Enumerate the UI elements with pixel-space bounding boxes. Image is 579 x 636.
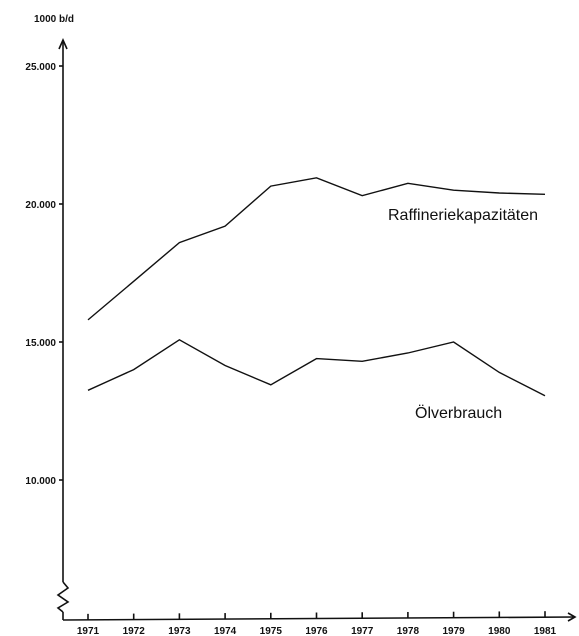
x-axis-ticks: 1971 1972 1973 1974 1975 1976 1977 1978 1979 1980… <box>77 611 557 636</box>
series-label-oelverbrauch: Ölverbrauch <box>415 404 502 422</box>
x-tick-label-0: 1971 <box>77 626 100 636</box>
y-tick-label-0: 10.000 <box>25 476 56 487</box>
y-tick-label-3: 25.000 <box>25 62 56 73</box>
x-tick-label-6: 1977 <box>351 626 374 636</box>
chart-axes <box>56 38 577 622</box>
y-tick-label-2: 20.000 <box>25 200 56 211</box>
y-axis-break-mark <box>56 581 70 613</box>
x-tick-label-10: 1981 <box>534 626 557 636</box>
series-lines <box>87 177 546 397</box>
y-tick-label-1: 15.000 <box>25 338 56 349</box>
x-axis-arrow <box>567 612 577 622</box>
series-line-1 <box>87 338 546 397</box>
x-tick-label-1: 1972 <box>123 626 146 636</box>
series-line-0 <box>87 177 546 321</box>
x-tick-label-5: 1976 <box>305 626 328 636</box>
x-tick-label-9: 1980 <box>488 626 511 636</box>
y-axis-ticks: 10.000 15.000 20.000 25.000 <box>25 62 63 487</box>
x-tick-label-3: 1974 <box>214 626 237 636</box>
series-label-raffineriekapazitaeten: Raffineriekapazitäten <box>388 207 538 224</box>
y-axis-arrow <box>58 38 68 50</box>
x-tick-label-2: 1973 <box>168 626 191 636</box>
x-axis <box>62 616 576 621</box>
x-tick-label-7: 1978 <box>397 626 420 636</box>
x-tick-label-8: 1979 <box>442 626 465 636</box>
x-tick-label-4: 1975 <box>260 626 283 636</box>
y-axis-unit-label: 1000 b/d <box>34 14 74 25</box>
